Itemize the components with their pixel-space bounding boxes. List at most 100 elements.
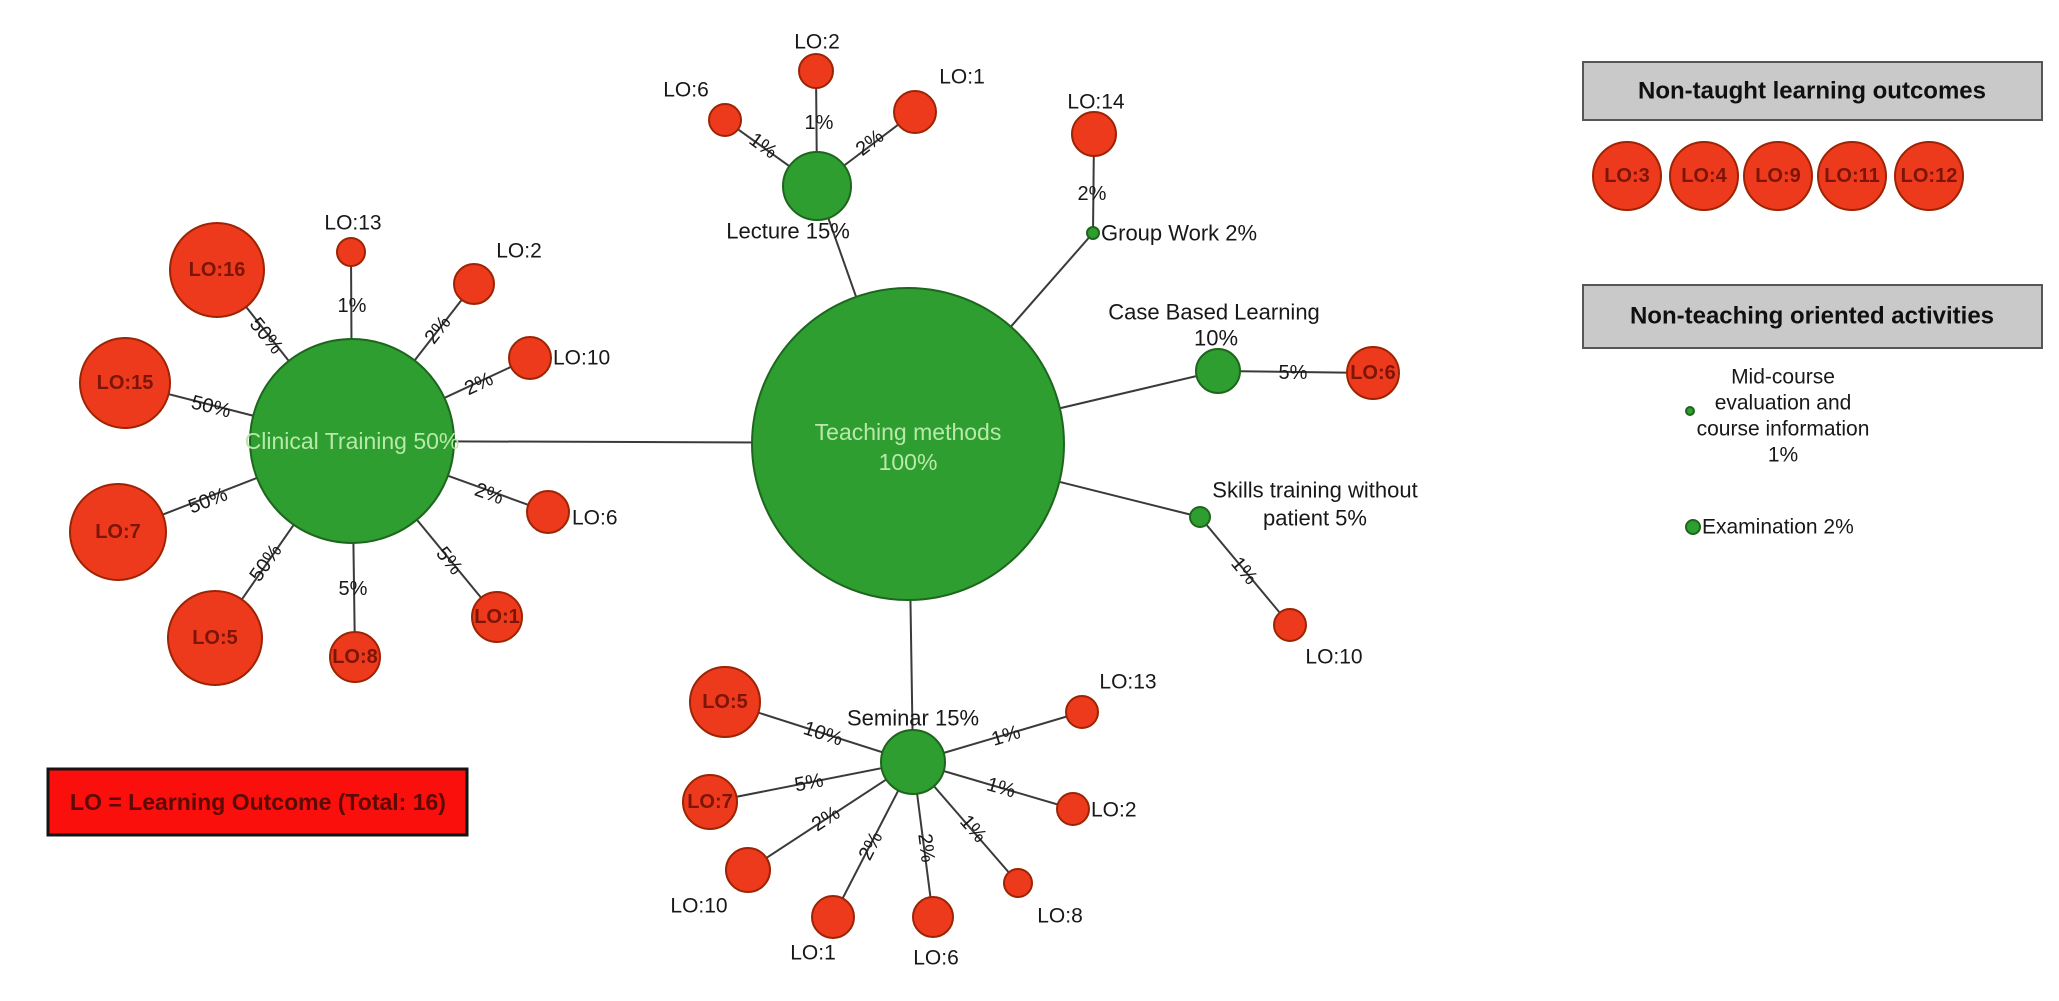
clinical-lo10-label: LO:10	[553, 347, 610, 370]
clinical-lo1-node	[471, 591, 523, 643]
seminar-lo7-label: LO:7	[687, 791, 733, 813]
seminar-lo1-label: LO:1	[790, 942, 836, 965]
legend-non-taught-title: Non-taught learning outcomes	[1638, 78, 1986, 105]
lecture-lo6-node	[708, 103, 742, 137]
clinical-lo10-node	[508, 336, 552, 380]
midcourse-node	[1685, 406, 1695, 416]
pct-seminar-lo5: 10%	[801, 717, 846, 750]
legend-non-teaching-box	[1582, 284, 2043, 349]
note-box-rect	[46, 767, 469, 837]
case-based-learning-node	[1195, 348, 1241, 394]
case-lo6-label: LO:6	[1350, 362, 1396, 384]
seminar-lo1-node	[811, 895, 855, 939]
legend-non-taught-box	[1582, 61, 2043, 121]
seminar-lo10-label: LO:10	[670, 895, 727, 918]
clinical-lo13-node	[336, 237, 366, 267]
lecture-lo1-label: LO:1	[939, 66, 985, 89]
legend-lo3-label: LO:3	[1604, 165, 1650, 187]
midcourse-label-line4: 1%	[1768, 444, 1798, 467]
pct-seminar-lo2: 1%	[984, 773, 1018, 802]
outcome-nodes	[69, 53, 1400, 939]
pct-seminar-lo6: 2%	[913, 832, 938, 864]
lecture-lo2-node	[798, 53, 834, 89]
legend-lo4-node	[1669, 141, 1739, 211]
clinical-lo8-label: LO:8	[332, 646, 378, 668]
seminar-lo10-node	[725, 847, 771, 893]
clinical-lo15-node	[79, 337, 171, 429]
teaching-methods-node	[751, 287, 1065, 601]
skills-training-node	[1189, 506, 1211, 528]
pct-clinical-lo2: 2%	[420, 312, 455, 348]
pct-clinical-lo7: 50%	[185, 483, 230, 518]
oncircle-labels: LO:16 LO:15 LO:7 LO:5 LO:8 LO:1 LO:6 LO:…	[95, 259, 1396, 813]
clinical-lo6-label: LO:6	[572, 507, 618, 530]
lecture-node	[782, 151, 852, 221]
clinical-training-node	[249, 338, 455, 544]
clinical-lo15-label: LO:15	[97, 372, 154, 394]
midcourse-label-line2: evaluation and	[1715, 392, 1852, 415]
pct-clinical-lo10: 2%	[461, 368, 497, 400]
seminar-lo13-node	[1065, 695, 1099, 729]
clinical-lo2-label: LO:2	[496, 240, 542, 263]
lecture-lo6-label: LO:6	[663, 79, 709, 102]
clinical-lo8-node	[329, 631, 381, 683]
method-nodes	[249, 151, 1241, 795]
pct-seminar-lo1: 2%	[855, 828, 888, 864]
skills-lo10-node	[1273, 608, 1307, 642]
skills-training-label-line1: Skills training without	[1212, 478, 1417, 503]
examination-label: Examination 2%	[1702, 516, 1854, 539]
clinical-lo16-node	[169, 222, 265, 318]
skills-lo10-label: LO:10	[1305, 646, 1362, 669]
clinical-training-label: Clinical Training 50%	[245, 428, 460, 454]
lecture-lo2-label: LO:2	[794, 31, 840, 54]
edge-skills-lo10	[1199, 516, 1291, 626]
clinical-lo7-node	[69, 483, 167, 581]
seminar-lo2-node	[1056, 792, 1090, 826]
pct-clinical-lo8: 5%	[339, 578, 368, 600]
clinical-lo16-label: LO:16	[189, 259, 246, 281]
legend-lo9-label: LO:9	[1755, 165, 1801, 187]
seminar-label: Seminar 15%	[847, 706, 979, 731]
seminar-lo6-label: LO:6	[913, 947, 959, 970]
lecture-label: Lecture 15%	[726, 219, 850, 244]
legend-lo11-label: LO:11	[1824, 165, 1880, 187]
legend-non-teaching: Non-teaching oriented activities Mid-cou…	[1582, 284, 2043, 539]
seminar-lo8-label: LO:8	[1037, 905, 1083, 928]
pct-clinical-lo15: 50%	[189, 391, 233, 422]
seminar-lo5-label: LO:5	[702, 691, 748, 713]
pct-clinical-lo6: 2%	[472, 479, 507, 510]
pct-clinical-lo5: 50%	[246, 540, 287, 586]
clinical-lo5-label: LO:5	[192, 627, 238, 649]
lecture-lo1-node	[893, 90, 937, 134]
midcourse-label-line3: course information	[1697, 418, 1870, 441]
pct-clinical-lo13: 1%	[338, 295, 367, 317]
case-based-label: Case Based Learning	[1108, 300, 1320, 325]
clinical-lo13-label: LO:13	[324, 212, 381, 235]
seminar-lo8-node	[1003, 868, 1033, 898]
groupwork-lo14-node	[1071, 111, 1117, 157]
legend-lo4-label: LO:4	[1681, 165, 1727, 187]
pct-case-lo6: 5%	[1279, 362, 1308, 384]
legend-non-taught: Non-taught learning outcomes LO:3 LO:4 L…	[1582, 61, 2043, 211]
seminar-lo6-node	[912, 896, 954, 938]
teaching-methods-pct: 100%	[879, 449, 938, 475]
pct-groupwork-lo14: 2%	[1078, 183, 1107, 205]
pct-seminar-lo13: 1%	[989, 721, 1023, 751]
seminar-node	[880, 729, 946, 795]
pct-seminar-lo10: 2%	[808, 802, 844, 836]
note-box: LO = Learning Outcome (Total: 16)	[46, 767, 469, 837]
pct-seminar-lo7: 5%	[793, 769, 826, 796]
clinical-lo5-node	[167, 590, 263, 686]
clinical-lo7-label: LO:7	[95, 521, 141, 543]
pct-lecture-lo2: 1%	[805, 112, 834, 134]
legend-lo12-label: LO:12	[1901, 165, 1958, 187]
clinical-lo2-node	[453, 263, 495, 305]
pct-lecture-lo6: 1%	[745, 129, 781, 164]
method-labels: Teaching methods 100% Clinical Training …	[245, 219, 1418, 731]
seminar-lo13-label: LO:13	[1099, 671, 1156, 694]
seminar-lo2-label: LO:2	[1091, 799, 1137, 822]
legend-lo12-node	[1894, 141, 1964, 211]
groupwork-lo14-label: LO:14	[1067, 91, 1125, 114]
